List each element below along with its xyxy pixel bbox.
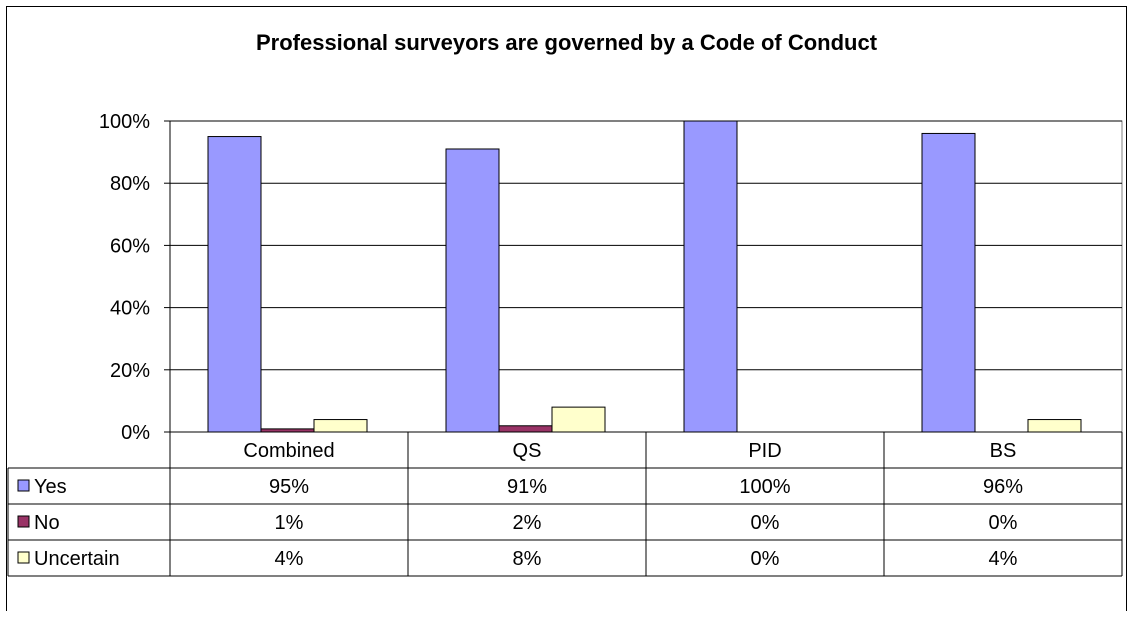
chart-frame-right-border xyxy=(1126,6,1127,611)
bar-yes xyxy=(207,136,262,433)
data-label: 8% xyxy=(513,548,542,570)
data-label: 91% xyxy=(507,476,547,498)
bar-uncertain xyxy=(1027,419,1082,433)
y-tick-label: 100% xyxy=(99,111,150,133)
bar-no xyxy=(498,425,553,433)
y-tick-label: 80% xyxy=(110,173,150,195)
data-label: 0% xyxy=(751,548,780,570)
data-label: 4% xyxy=(275,548,304,570)
y-tick-label: 0% xyxy=(121,422,150,444)
chart-frame xyxy=(6,6,1127,611)
bar-uncertain xyxy=(551,406,606,433)
data-label: 96% xyxy=(983,476,1023,498)
data-label: 4% xyxy=(989,548,1018,570)
legend-label: Yes xyxy=(34,476,67,498)
category-label: Combined xyxy=(243,440,334,462)
category-label: BS xyxy=(990,440,1017,462)
category-label: PID xyxy=(748,440,781,462)
bar-yes xyxy=(683,120,738,433)
bar-yes xyxy=(445,148,500,433)
chart-title: Professional surveyors are governed by a… xyxy=(255,30,878,55)
category-label: QS xyxy=(513,440,542,462)
legend-label: Uncertain xyxy=(34,548,120,570)
data-label: 0% xyxy=(989,512,1018,534)
legend-swatch-no xyxy=(17,515,30,528)
bar-uncertain xyxy=(313,419,368,433)
legend-swatch-uncertain xyxy=(17,551,30,564)
data-label: 1% xyxy=(275,512,304,534)
legend-label: No xyxy=(34,512,60,534)
data-label: 100% xyxy=(739,476,790,498)
y-tick-label: 40% xyxy=(110,298,150,320)
y-tick-label: 20% xyxy=(110,360,150,382)
y-tick-label: 60% xyxy=(110,235,150,257)
legend-swatch-yes xyxy=(17,479,30,492)
data-label: 0% xyxy=(751,512,780,534)
plot-area xyxy=(169,120,1123,433)
data-label: 2% xyxy=(513,512,542,534)
bar-yes xyxy=(921,132,976,433)
data-label: 95% xyxy=(269,476,309,498)
